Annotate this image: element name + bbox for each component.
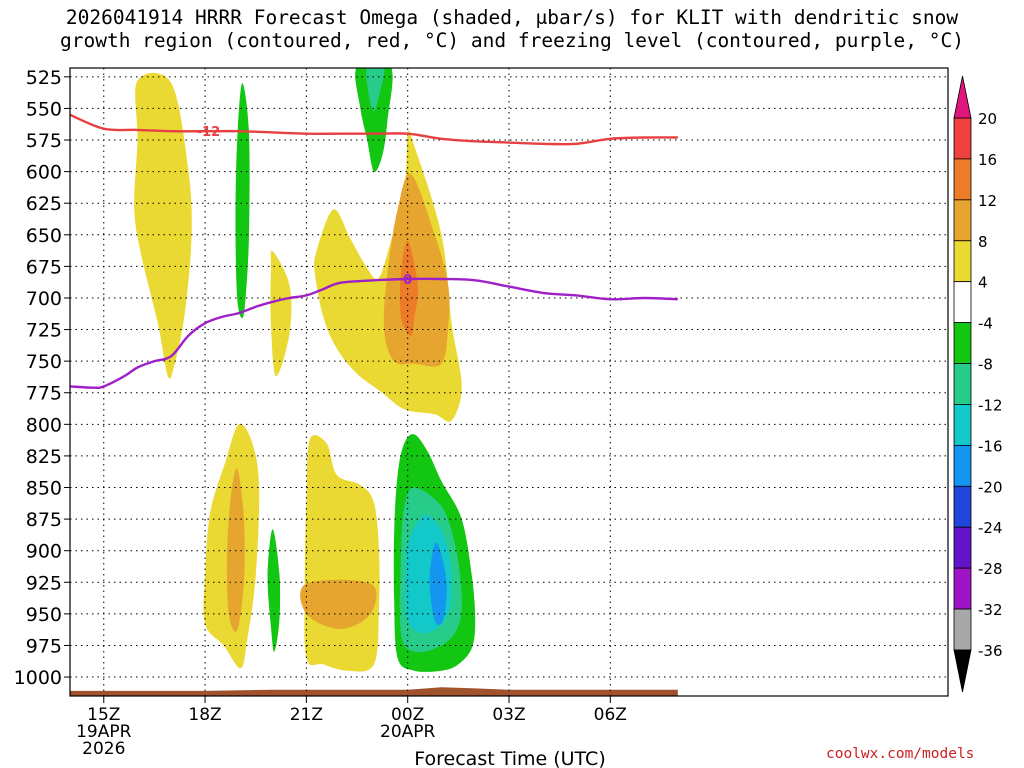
colorbar-under-arrow — [953, 649, 972, 693]
omega-region--4-1 — [235, 83, 250, 319]
colorbar-bin-12-16 — [953, 158, 972, 201]
contour-line-1 — [70, 277, 678, 389]
x-tick-label-21Z: 21Z — [290, 705, 323, 725]
y-tick-label-925: 925 — [26, 572, 62, 594]
x-axis-label: Forecast Time (UTC) — [414, 748, 605, 768]
x-tick-label-00Z: 00Z — [391, 705, 424, 725]
y-tick-label-1000: 1000 — [14, 667, 62, 689]
contour-label-1: 0 — [403, 273, 412, 288]
x-tick-year-15Z: 2026 — [82, 739, 125, 759]
y-tick-label-800: 800 — [26, 414, 62, 436]
colorbar: 20 16 12 8 4 -4 -8 -12 -16 -20 -24 -28 -32 -36 — [953, 75, 1003, 693]
y-tick-label-700: 700 — [26, 288, 62, 310]
y-tick-label-975: 975 — [26, 635, 62, 657]
title-line-2: growth region (contoured, red, °C) and f… — [60, 29, 964, 52]
colorbar-bin--24--20 — [953, 485, 972, 528]
y-tick-label-625: 625 — [26, 193, 62, 215]
terrain-fill — [70, 687, 678, 696]
x-tick-label-06Z: 06Z — [594, 705, 627, 725]
y-tick-label-900: 900 — [26, 541, 62, 563]
y-tick-label-875: 875 — [26, 509, 62, 531]
omega-region-8-12 — [300, 579, 377, 629]
grid-layer — [70, 68, 948, 696]
y-tick-label-525: 525 — [26, 67, 62, 89]
colorbar-bin-4-8 — [953, 240, 972, 283]
terrain-layer — [70, 687, 678, 696]
y-tick-label-950: 950 — [26, 604, 62, 626]
omega-shading-layer — [134, 68, 476, 672]
contour-line-0 — [70, 113, 678, 146]
colorbar-label-0: 20 — [978, 110, 997, 128]
axes-layer: 525 550 575 600 625 650 675 700 725 750 775 800 825 8… — [14, 67, 627, 759]
contour-label-0: -12 — [197, 125, 221, 140]
y-tick-label-750: 750 — [26, 351, 62, 373]
colorbar-bin--32--28 — [953, 567, 972, 610]
colorbar-bin--12--8 — [953, 363, 972, 405]
colorbar-label-2: 12 — [978, 192, 997, 210]
x-tick-date-00Z: 20APR — [380, 722, 436, 742]
colorbar-label-3: 8 — [978, 233, 988, 251]
y-tick-label-850: 850 — [26, 478, 62, 500]
y-tick-label-550: 550 — [26, 98, 62, 120]
omega-region--4-6 — [355, 68, 393, 172]
colorbar-bin--16--12 — [953, 404, 972, 446]
colorbar-label-11: -28 — [978, 560, 1003, 578]
omega-region-4-11 — [304, 434, 380, 672]
colorbar-bin--4-4 — [953, 281, 972, 324]
colorbar-bin-8-12 — [953, 199, 972, 242]
omega-region-8-9 — [226, 468, 245, 632]
x-tick-label-18Z: 18Z — [188, 705, 221, 725]
colorbar-label-10: -24 — [978, 519, 1003, 537]
colorbar-bin--20--16 — [953, 444, 972, 487]
x-tick-date-15Z: 19APR — [76, 722, 132, 742]
x-tick-label-15Z: 15Z — [87, 705, 120, 725]
omega-region-12-5 — [399, 240, 419, 336]
x-tick-label-03Z: 03Z — [492, 705, 525, 725]
colorbar-label-9: -20 — [978, 478, 1003, 496]
omega-region-4-0 — [134, 72, 192, 379]
colorbar-label-13: -36 — [978, 642, 1003, 660]
colorbar-bin--8--4 — [953, 322, 972, 364]
credit-text: coolwx.com/models — [826, 746, 975, 762]
colorbar-label-7: -12 — [978, 396, 1003, 414]
y-tick-label-825: 825 — [26, 446, 62, 468]
colorbar-over-arrow — [953, 75, 972, 119]
omega-region-4-2 — [270, 250, 292, 377]
colorbar-bin--36--32 — [953, 608, 972, 651]
colorbar-label-6: -8 — [978, 356, 993, 374]
colorbar-label-5: -4 — [978, 315, 993, 333]
title-line-1: 2026041914 HRRR Forecast Omega (shaded, … — [65, 6, 959, 29]
colorbar-label-1: 16 — [978, 151, 997, 169]
y-tick-label-725: 725 — [26, 320, 62, 342]
chart-title: 2026041914 HRRR Forecast Omega (shaded, … — [0, 6, 1024, 52]
omega-region--4-10 — [267, 529, 281, 652]
contour-layer: -12 0 — [70, 113, 678, 389]
colorbar-label-4: 4 — [978, 274, 988, 292]
y-tick-label-650: 650 — [26, 225, 62, 247]
omega-region-8-4 — [383, 173, 450, 367]
colorbar-bin--28--24 — [953, 526, 972, 569]
colorbar-bin-16-20 — [953, 117, 972, 160]
omega-region--16-16 — [429, 542, 447, 625]
y-tick-label-775: 775 — [26, 383, 62, 405]
colorbar-label-12: -32 — [978, 601, 1003, 619]
y-tick-label-600: 600 — [26, 162, 62, 184]
omega-region--8-7 — [366, 68, 385, 111]
y-tick-label-675: 675 — [26, 256, 62, 278]
colorbar-label-8: -16 — [978, 437, 1003, 455]
y-tick-label-575: 575 — [26, 130, 62, 152]
